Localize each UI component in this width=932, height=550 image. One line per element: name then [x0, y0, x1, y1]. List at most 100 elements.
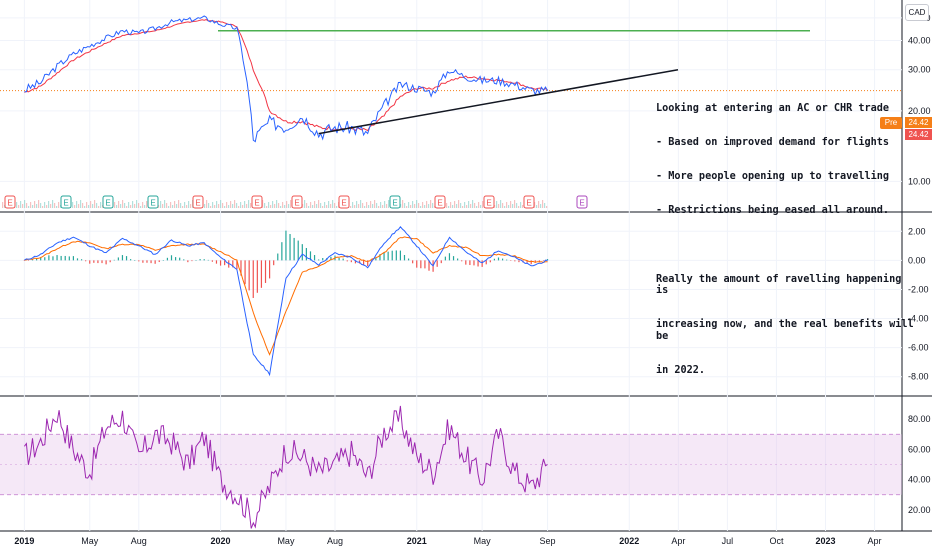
volume-bar	[430, 200, 432, 208]
volume-bar	[16, 202, 18, 208]
volume-bar	[208, 203, 210, 208]
volume-bar	[190, 204, 192, 208]
macd-histogram-bar	[489, 260, 491, 263]
volume-bar	[40, 203, 42, 208]
rsi-axis-tick: 80.00	[908, 414, 931, 424]
volume-bar	[420, 206, 422, 208]
volume-bar	[380, 202, 382, 208]
volume-bar	[246, 204, 248, 208]
macd-histogram-bar	[354, 260, 357, 264]
macd-histogram-bar	[440, 260, 442, 264]
macd-histogram-bar	[44, 257, 46, 261]
volume-bar	[274, 204, 276, 208]
macd-histogram-bar	[383, 252, 385, 261]
time-axis-tick: Apr	[671, 536, 685, 546]
volume-bar	[402, 200, 404, 208]
volume-bar	[134, 204, 136, 208]
volume-bar	[378, 206, 380, 208]
volume-bar	[264, 203, 266, 208]
macd-histogram-bar	[403, 254, 406, 261]
volume-bar	[332, 200, 334, 208]
volume-bar	[120, 204, 122, 208]
macd-histogram-bar	[469, 260, 471, 266]
volume-bar	[240, 202, 242, 208]
volume-bar	[158, 205, 160, 208]
volume-bar	[306, 203, 308, 208]
volume-bar	[284, 205, 286, 208]
macd-histogram-bar	[244, 260, 246, 285]
rsi-band	[0, 434, 902, 495]
volume-bar	[206, 200, 208, 208]
volume-bar	[244, 201, 246, 208]
rsi-axis-tick: 60.00	[908, 444, 931, 454]
volume-bar	[454, 201, 456, 208]
volume-bar	[228, 205, 230, 208]
volume-bar	[144, 205, 146, 208]
volume-bar	[386, 204, 388, 208]
volume-bar	[54, 203, 56, 208]
close-price-tag: 24.42	[905, 129, 932, 140]
earnings-marker-label: E	[486, 199, 491, 208]
support-trendline	[318, 68, 679, 135]
rsi-axis-tick: 40.00	[908, 475, 931, 485]
annotation-paragraph-line: increasing now, and the real benefits wi…	[656, 319, 920, 342]
volume-bar	[334, 203, 336, 208]
macd-histogram-bar	[501, 258, 504, 261]
currency-badge[interactable]: CAD	[905, 4, 929, 21]
volume-bar	[302, 204, 304, 208]
macd-histogram-bar	[109, 260, 111, 263]
volume-bar	[188, 201, 190, 208]
macd-axis-tick: -8.00	[908, 372, 929, 382]
macd-histogram-bar	[546, 259, 549, 261]
volume-bar	[282, 202, 284, 208]
volume-bar	[354, 205, 356, 208]
volume-bar	[138, 203, 140, 208]
macd-line	[24, 225, 548, 377]
volume-bar	[28, 206, 30, 208]
macd-histogram-bar	[416, 260, 418, 268]
volume-bar	[352, 202, 354, 208]
volume-bar	[44, 202, 46, 208]
volume-bar	[216, 201, 218, 208]
volume-bar	[268, 202, 270, 208]
macd-histogram-bar	[80, 259, 83, 261]
volume-bar	[460, 203, 462, 208]
earnings-marker: E	[192, 195, 204, 209]
volume-bar	[538, 201, 540, 208]
macd-histogram-bar	[60, 255, 62, 261]
time-axis-tick: Jul	[722, 536, 734, 546]
volume-bar	[326, 205, 328, 208]
last-price-tag: 24.42	[905, 117, 932, 128]
volume-bar	[308, 206, 310, 208]
volume-bar	[180, 203, 182, 208]
macd-histogram-bar	[526, 260, 528, 263]
annotation-paragraph-line: in 2022.	[656, 364, 706, 376]
volume-bar	[462, 206, 464, 208]
volume-bar	[356, 201, 358, 208]
macd-histogram-bar	[23, 260, 25, 261]
volume-bar	[482, 201, 484, 208]
macd-histogram-bar	[142, 260, 144, 263]
volume-bar	[126, 206, 128, 208]
volume-bar	[416, 200, 418, 208]
volume-bar	[510, 201, 512, 208]
macd-histogram-bar	[322, 257, 324, 261]
volume-bar	[456, 204, 458, 208]
time-axis-tick: May	[277, 536, 295, 546]
macd-axis-tick: -6.00	[908, 343, 929, 353]
volume-bar	[520, 202, 522, 208]
macd-histogram-bar	[224, 260, 226, 266]
macd-histogram-bar	[269, 260, 271, 279]
earnings-marker: E	[523, 195, 535, 209]
volume-bar	[164, 200, 166, 208]
volume-bar	[474, 203, 476, 208]
volume-bar	[22, 204, 24, 208]
time-axis-tick: 2022	[619, 536, 639, 546]
volume-bar	[446, 203, 448, 208]
time-axis-tick: 2021	[407, 536, 427, 546]
volume-bar	[26, 203, 28, 208]
macd-histogram-bar	[346, 260, 348, 262]
macd-histogram-bar	[183, 259, 185, 261]
volume-bar	[374, 200, 376, 208]
